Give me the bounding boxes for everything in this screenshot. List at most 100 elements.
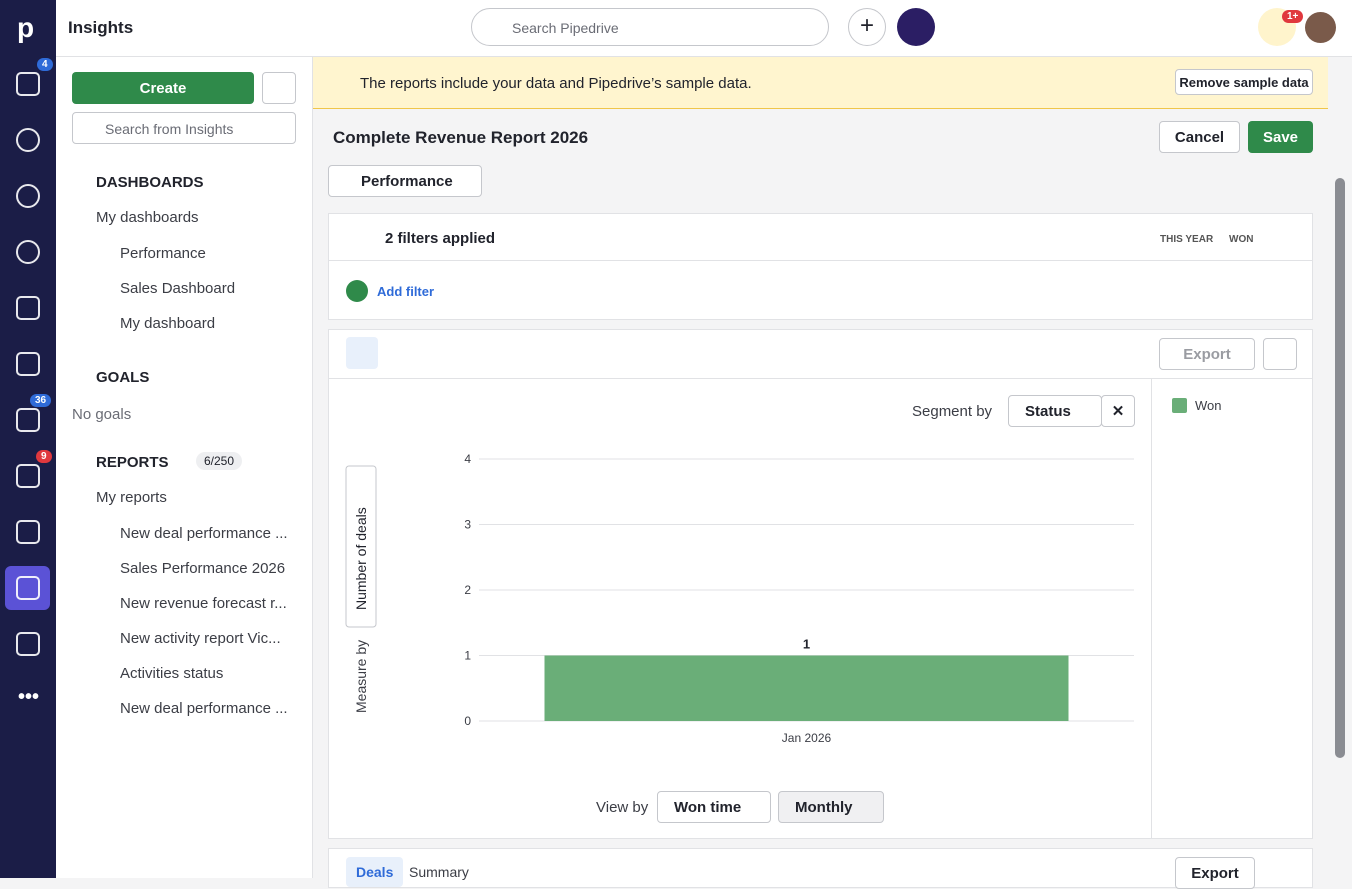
- search-placeholder: Search Pipedrive: [512, 20, 619, 36]
- add-filter-icon[interactable]: [346, 280, 368, 302]
- filter-chip: THIS YEAR: [1160, 234, 1214, 245]
- y-tick-label: 3: [464, 518, 471, 532]
- segment-label: Segment by: [912, 403, 993, 420]
- divider: [329, 378, 1312, 379]
- avatar[interactable]: [1305, 12, 1336, 43]
- nav-leads[interactable]: [16, 128, 40, 152]
- segment-clear[interactable]: ✕: [1101, 395, 1135, 427]
- section-title[interactable]: DASHBOARDS: [96, 174, 204, 191]
- left-nav: p 4 36 9 •••: [0, 0, 56, 878]
- cancel-button[interactable]: Cancel: [1159, 121, 1240, 153]
- y-tick-label: 4: [464, 452, 471, 466]
- report-item[interactable]: New deal performance ...: [120, 525, 288, 542]
- report-count: 6/250: [196, 452, 243, 470]
- chart: Number of deals Measure by 0 1 2 3 4 Jan 2026…: [345, 452, 1134, 745]
- measure-select[interactable]: [345, 465, 377, 628]
- divider: [329, 260, 1312, 261]
- value-label: 1: [803, 637, 810, 652]
- y-axis-label[interactable]: Number of deals: [353, 507, 369, 610]
- page-title: Insights: [68, 18, 134, 37]
- dashboard-item[interactable]: Performance: [120, 245, 206, 262]
- bar: [544, 655, 1069, 721]
- section-title[interactable]: REPORTS: [96, 454, 169, 471]
- legend-item[interactable]: Won: [1172, 398, 1222, 413]
- nav-products[interactable]: [16, 632, 40, 656]
- sidebar: Create Search from Insights DASHBOARDS M…: [56, 57, 313, 878]
- x-tick-label: Jan 2026: [782, 731, 832, 745]
- report-type-select[interactable]: Performance: [328, 165, 482, 197]
- dashboard-item[interactable]: Sales Dashboard: [120, 280, 236, 297]
- nav-badge: 36: [30, 394, 52, 407]
- nav-insights-active[interactable]: [5, 566, 50, 610]
- group[interactable]: My dashboards: [96, 209, 199, 226]
- table-card: Deals Summary Export: [328, 848, 1313, 889]
- view-label: View by: [596, 799, 649, 816]
- academy-button[interactable]: [262, 72, 296, 104]
- nav-calendar[interactable]: [16, 464, 40, 488]
- legend-divider: [1151, 378, 1152, 838]
- dashboard-item[interactable]: My dashboard: [120, 315, 216, 332]
- y-tick-label: 1: [464, 649, 471, 663]
- banner-text: The reports include your data and Pipedr…: [360, 75, 752, 92]
- global-search[interactable]: Search Pipedrive: [471, 8, 829, 46]
- table-export[interactable]: Export: [1175, 857, 1255, 889]
- logo[interactable]: p: [17, 12, 35, 43]
- create-button[interactable]: Create: [72, 72, 254, 104]
- save-button[interactable]: Save: [1248, 121, 1313, 153]
- nav-activities[interactable]: [16, 296, 40, 320]
- legend: Won: [1172, 398, 1222, 421]
- label: Export: [1183, 345, 1231, 363]
- nav-more[interactable]: •••: [18, 686, 40, 708]
- label: Save: [1262, 128, 1299, 146]
- view-field-select[interactable]: Won time: [657, 791, 771, 823]
- nav-projects[interactable]: [16, 184, 40, 208]
- label: Status: [1025, 402, 1071, 420]
- nav-insights[interactable]: [16, 576, 40, 600]
- settings-button[interactable]: [1263, 338, 1297, 370]
- tab[interactable]: Summary: [409, 864, 469, 880]
- sample-banner: The reports include your data and Pipedr…: [313, 57, 1328, 109]
- search-placeholder: Search from Insights: [105, 121, 234, 137]
- filters-card: 2 filters applied THIS YEAR WON Add filt…: [328, 213, 1313, 320]
- chart-type-bar[interactable]: [346, 337, 378, 369]
- group[interactable]: My reports: [96, 489, 167, 506]
- scrollbar[interactable]: [1335, 178, 1345, 758]
- report-item[interactable]: New activity report Vic...: [120, 630, 281, 647]
- export-button[interactable]: Export: [1159, 338, 1255, 370]
- nav-contacts[interactable]: [16, 520, 40, 544]
- report-item[interactable]: New deal performance ...: [120, 700, 288, 717]
- top-bar: Insights Search Pipedrive + 1+: [56, 0, 1352, 57]
- legend-label: Won: [1195, 398, 1222, 413]
- section-title[interactable]: GOALS: [96, 369, 150, 386]
- legend-swatch: [1172, 398, 1187, 413]
- nav-badge: 4: [37, 58, 53, 71]
- report-title: Complete Revenue Report 2026: [333, 128, 589, 147]
- nav-campaigns[interactable]: [16, 352, 40, 376]
- label: Export: [1191, 864, 1239, 882]
- interval-select[interactable]: Monthly: [778, 791, 884, 823]
- label: Cancel: [1174, 128, 1225, 146]
- y-tick-label: 0: [464, 714, 471, 728]
- label: Remove sample data: [1179, 74, 1309, 90]
- quick-add[interactable]: +: [848, 8, 886, 46]
- report-item[interactable]: Activities status: [120, 665, 224, 682]
- tips-badge: 1+: [1282, 10, 1304, 23]
- filter-chip: WON: [1229, 234, 1254, 245]
- empty-text: No goals: [72, 406, 132, 423]
- add-filter[interactable]: Add filter: [377, 284, 435, 299]
- remove-sample-button[interactable]: Remove sample data: [1175, 69, 1313, 95]
- nav-mail[interactable]: [16, 408, 40, 432]
- ai-button[interactable]: [897, 8, 935, 46]
- measure-label: Measure by: [353, 640, 369, 713]
- report-item[interactable]: Sales Performance 2026: [120, 560, 286, 577]
- report-item[interactable]: New revenue forecast r...: [120, 595, 287, 612]
- nav-revenue[interactable]: [16, 240, 40, 264]
- sidebar-search[interactable]: Search from Insights: [72, 112, 296, 144]
- segment-select[interactable]: Status: [1008, 395, 1102, 427]
- nav-deals[interactable]: [16, 72, 40, 96]
- tab-active[interactable]: Deals: [346, 857, 404, 887]
- filters-summary[interactable]: 2 filters applied: [385, 230, 496, 247]
- chart-card: Export Segment by Status ✕ View by Won t…: [328, 329, 1313, 839]
- label: Won time: [674, 798, 742, 816]
